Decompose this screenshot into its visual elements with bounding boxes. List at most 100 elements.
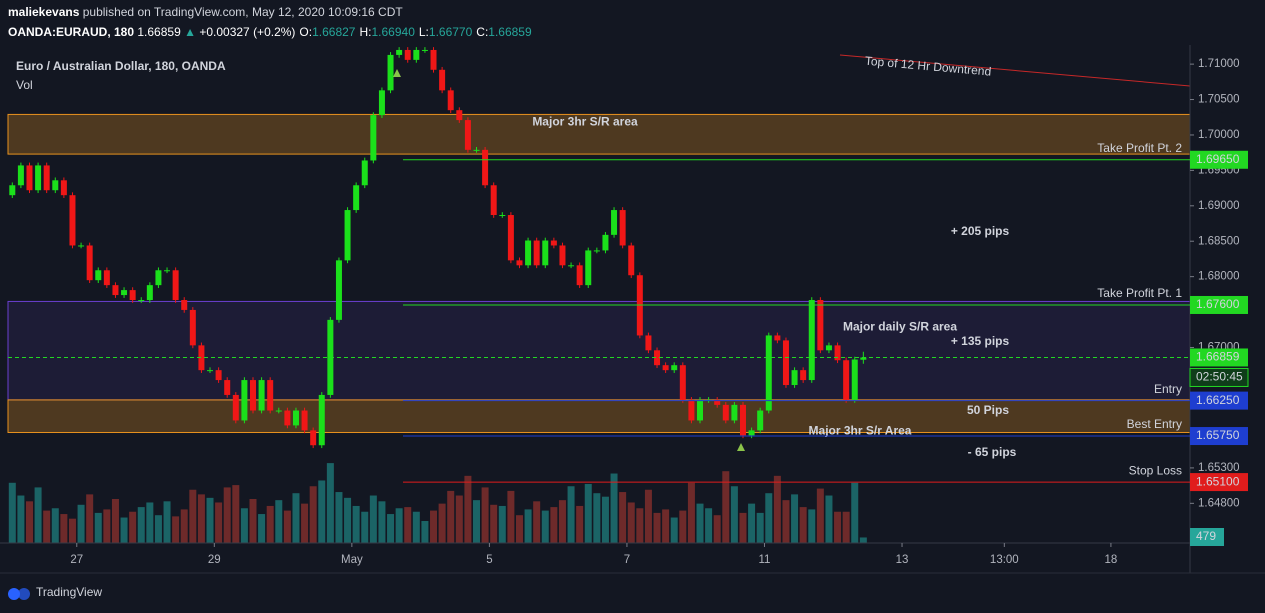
y-tick-label: 1.69000 <box>1198 200 1240 212</box>
volume-bar <box>447 490 455 543</box>
annotation: + 205 pips <box>951 224 1010 238</box>
candle-body <box>516 260 523 266</box>
volume-bar <box>644 489 652 543</box>
volume-bar <box>275 500 283 543</box>
volume-bar <box>722 471 730 543</box>
zone <box>7 399 1191 433</box>
volume-bar <box>86 494 94 543</box>
volume-bar <box>859 537 867 543</box>
volume-bar <box>8 482 16 543</box>
signal-marker <box>737 443 745 451</box>
candle-body <box>69 195 76 246</box>
volume-bar <box>498 505 506 543</box>
volume-bar <box>490 504 498 543</box>
candle-body <box>198 345 205 371</box>
volume-bar <box>730 486 738 543</box>
volume-bar <box>842 511 850 543</box>
x-tick-label: 18 <box>1105 554 1118 566</box>
volume-label: 479 <box>1196 529 1216 543</box>
volume-bar <box>627 502 635 543</box>
candle-body <box>739 404 746 436</box>
candle-body <box>121 290 128 296</box>
volume-label-box <box>1190 528 1224 546</box>
volume-bar <box>60 514 68 543</box>
volume-bar <box>636 508 644 543</box>
level-label-box <box>1190 348 1248 367</box>
y-tick-label: 1.68000 <box>1198 271 1240 283</box>
candle-body <box>688 399 695 421</box>
volume-bar <box>301 503 309 543</box>
candle-body <box>679 365 686 400</box>
ohlc-label: H: <box>359 25 371 39</box>
candle-body <box>370 115 377 161</box>
candle-body <box>834 345 841 361</box>
candle-body <box>628 245 635 276</box>
candle-body <box>817 300 824 351</box>
volume-bar <box>94 512 102 543</box>
level-label: 1.65750 <box>1196 428 1240 442</box>
candle-body <box>413 49 420 60</box>
symbol-line: OANDA:EURAUD, 180 1.66859 ▲ +0.00327 (+0… <box>8 25 532 39</box>
volume-bar <box>765 493 773 543</box>
candle-body <box>525 240 532 266</box>
candle-body <box>765 335 772 411</box>
y-tick-label: 1.64800 <box>1198 497 1240 509</box>
candle-body <box>9 185 16 196</box>
trend-line <box>839 54 1191 87</box>
candle-body <box>550 240 557 246</box>
candle-body <box>43 165 50 191</box>
volume-bar <box>215 502 223 543</box>
volume-bar <box>696 503 704 543</box>
volume-bar <box>687 482 695 543</box>
level-label-box <box>1190 427 1248 446</box>
volume-bar <box>25 501 33 543</box>
candle-body <box>267 380 274 411</box>
volume-bar <box>318 480 326 543</box>
candle-body <box>507 215 514 261</box>
candle-body <box>645 335 652 351</box>
volume-bar <box>619 492 627 543</box>
ohlc-label: O: <box>299 25 312 39</box>
candle-body <box>774 335 781 341</box>
volume-bar <box>782 500 790 543</box>
annotation: - 65 pips <box>968 445 1017 459</box>
volume-bar <box>404 507 412 543</box>
ohlc-value: 1.66859 <box>488 25 532 39</box>
candle-body <box>473 149 480 151</box>
candle-body <box>464 120 471 150</box>
candle-body <box>860 357 867 360</box>
candle-body <box>310 430 317 446</box>
candle-body <box>843 360 850 400</box>
candle-body <box>800 370 807 381</box>
volume-bar <box>834 511 842 543</box>
volume-bar <box>283 510 291 543</box>
volume-bar <box>481 487 489 543</box>
x-tick-label: May <box>341 554 363 566</box>
y-tick-label: 1.65300 <box>1198 462 1240 474</box>
volume-bar <box>17 495 25 543</box>
candle-body <box>430 49 437 70</box>
volume-bar <box>662 509 670 543</box>
volume-bar <box>146 502 154 543</box>
candle-body <box>275 410 282 412</box>
candle-body <box>671 365 678 371</box>
volume-bar <box>34 487 42 543</box>
candle-body <box>335 260 342 320</box>
volume-bar <box>773 475 781 543</box>
candle-body <box>697 399 704 421</box>
candle-body <box>189 309 196 346</box>
level-name: Take Profit Pt. 2 <box>1097 141 1182 155</box>
candle-body <box>103 270 110 286</box>
volume-bar <box>266 505 274 543</box>
candle-body <box>722 404 729 421</box>
volume-bar <box>309 486 317 543</box>
candle-body <box>482 149 489 186</box>
candle-body <box>129 290 136 301</box>
candle-body <box>396 49 403 55</box>
candle-body <box>825 345 832 351</box>
volume-bar <box>455 495 463 543</box>
volume-bar <box>670 517 678 543</box>
volume-bar <box>576 505 584 543</box>
candle-body <box>714 399 721 405</box>
volume-bar <box>103 509 111 543</box>
